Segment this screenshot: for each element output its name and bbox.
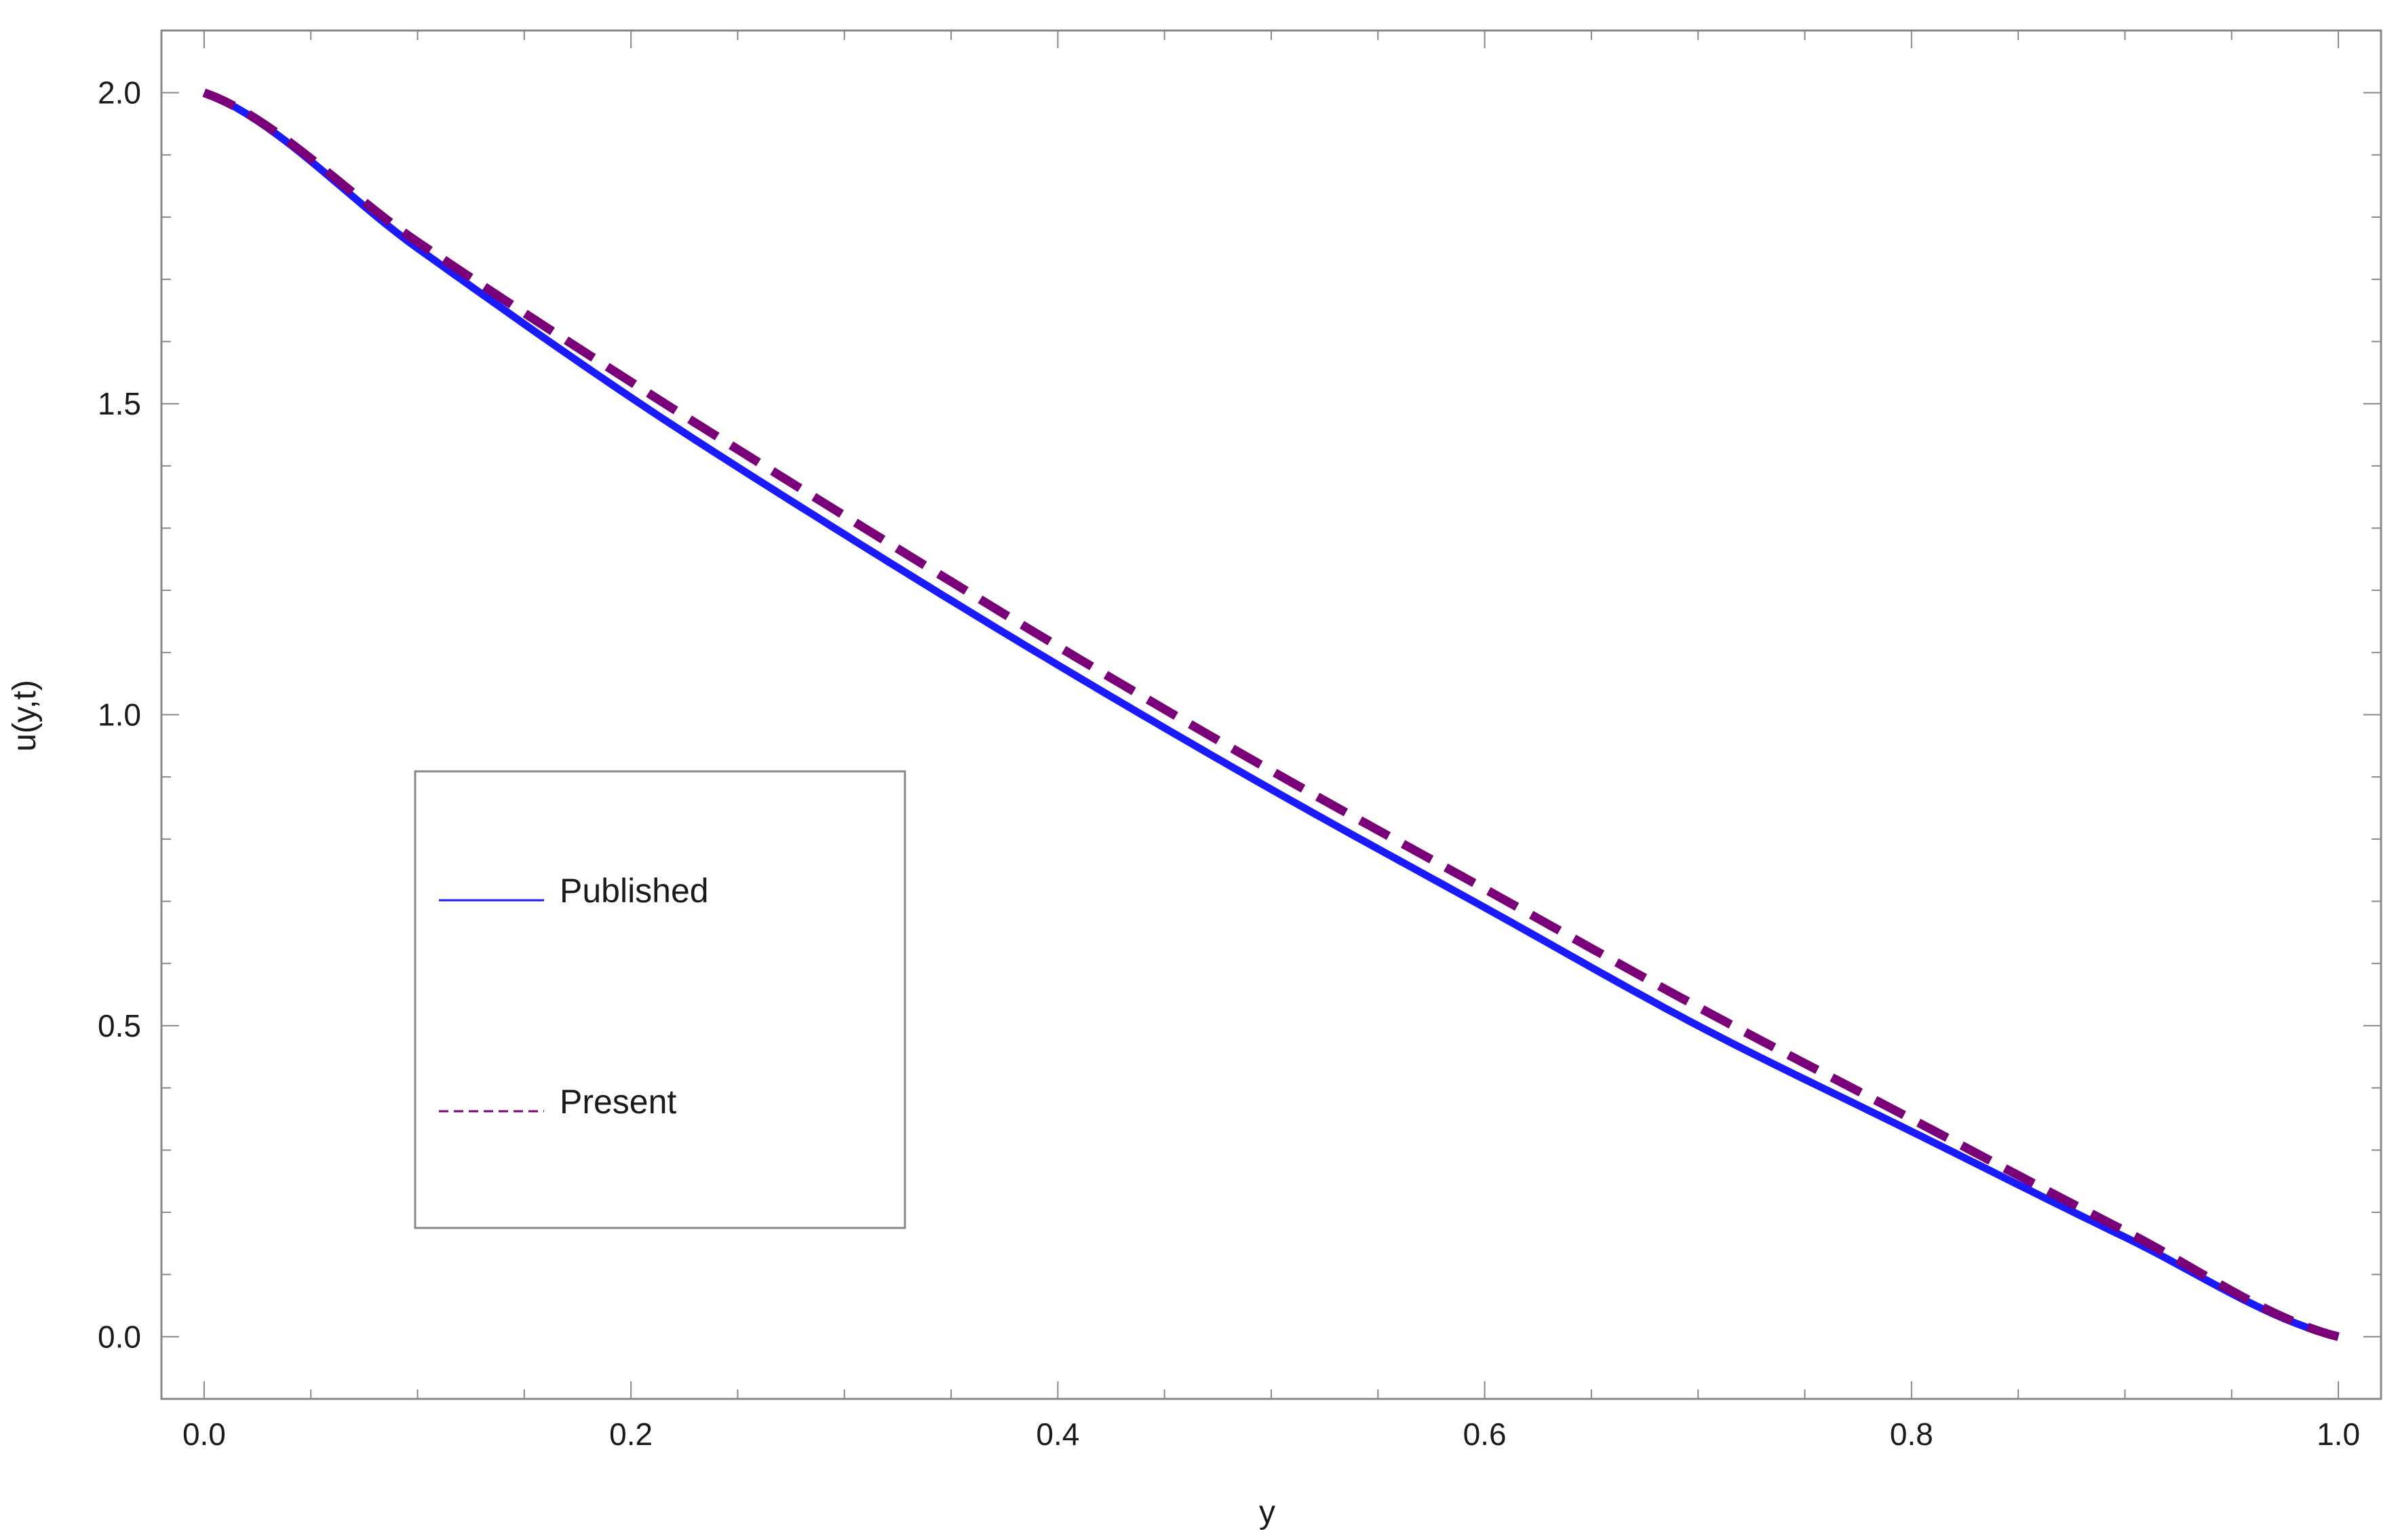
tick-labels: 0.0 0.2 0.4 0.6 0.8 1.0 0.0 0.5 1.0 1.5 2.0: [98, 75, 2360, 1452]
series: [202, 88, 2340, 1341]
legend: Published Present: [414, 770, 906, 1229]
series-line-published: [202, 89, 2340, 1341]
x-tick-label: 0.6: [1463, 1417, 1507, 1452]
series-line-present: [202, 88, 2340, 1341]
y-tick-label: 0.5: [98, 1008, 141, 1043]
x-tick-label: 0.8: [1890, 1417, 1933, 1452]
x-tick-label: 0.0: [182, 1417, 226, 1452]
x-tick-label: 1.0: [2317, 1417, 2360, 1452]
x-axis-label: y: [1259, 1495, 1275, 1531]
y-axis-label: u(y,t): [7, 680, 43, 752]
x-tick-label: 0.4: [1036, 1417, 1079, 1452]
legend-label-present: Present: [560, 1083, 676, 1121]
legend-box: [414, 770, 906, 1229]
ticks: [161, 31, 2381, 1399]
y-tick-label: 0.0: [98, 1319, 141, 1354]
y-tick-label: 1.0: [98, 697, 141, 733]
y-tick-label: 1.5: [98, 386, 141, 421]
y-tick-label: 2.0: [98, 75, 141, 111]
legend-label-published: Published: [560, 872, 709, 910]
x-tick-label: 0.2: [609, 1417, 653, 1452]
